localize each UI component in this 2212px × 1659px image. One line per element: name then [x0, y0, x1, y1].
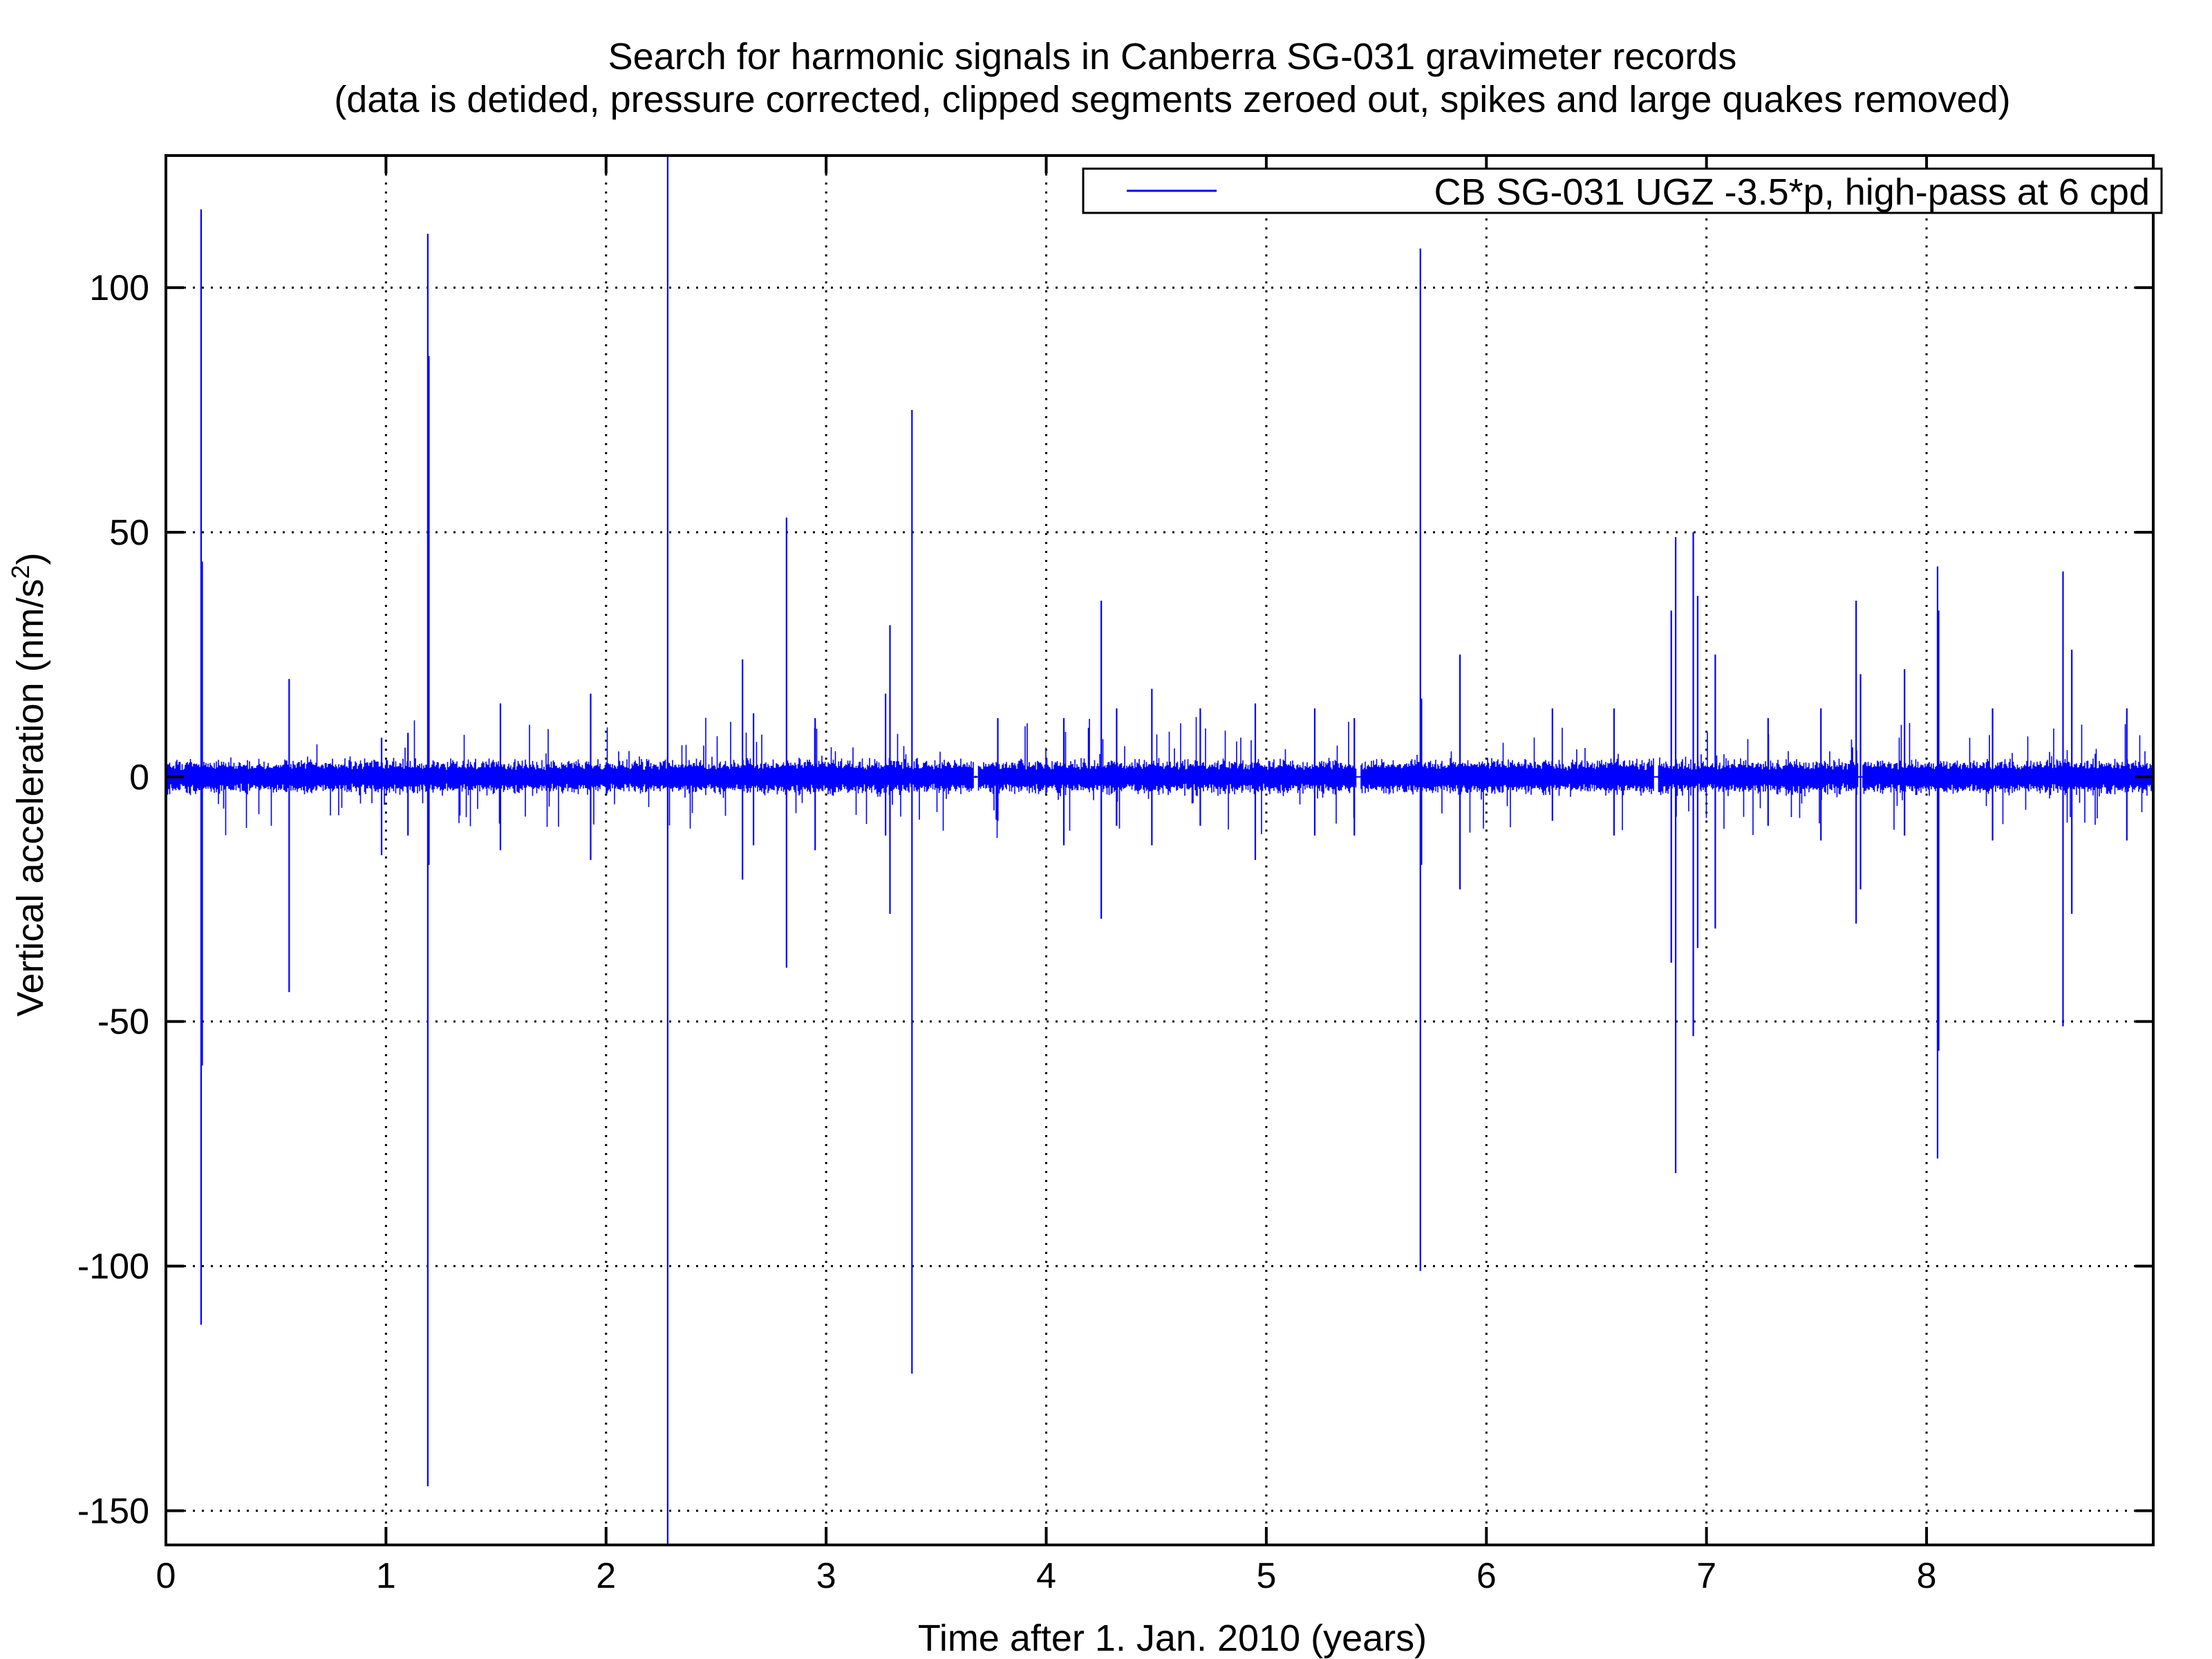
y-tick-label: 50: [109, 513, 149, 553]
y-tick-label: 0: [129, 758, 149, 798]
series-line: [166, 156, 2153, 1545]
y-tick-label: 100: [89, 268, 149, 308]
x-tick-label: 0: [156, 1556, 176, 1596]
x-tick-label: 8: [1917, 1556, 1937, 1596]
y-tick-label: -50: [97, 1002, 149, 1042]
x-tick-label: 1: [376, 1556, 396, 1596]
x-tick-label: 6: [1477, 1556, 1497, 1596]
x-tick-labels: 0 1 2 3 4 5 6 7 8: [156, 1556, 1937, 1596]
axis-ticks: [165, 156, 2153, 1545]
y-axis-label-suffix: ): [10, 552, 51, 565]
x-tick-label: 7: [1696, 1556, 1716, 1596]
legend-box: [1082, 167, 2163, 214]
x-tick-label: 5: [1256, 1556, 1276, 1596]
x-tick-label: 4: [1036, 1556, 1056, 1596]
plot-frame: [165, 154, 2155, 1546]
x-tick-label: 3: [816, 1556, 836, 1596]
y-tick-labels: -150 -100 -50 0 50 100: [77, 268, 149, 1531]
y-axis-label: Vertical acceleration (nm/s2): [6, 552, 51, 1016]
x-tick-label: 2: [596, 1556, 616, 1596]
y-axis-label-base: Vertical acceleration (nm/s: [10, 579, 51, 1016]
y-axis-label-superscript: 2: [6, 565, 35, 579]
y-tick-label: -150: [77, 1491, 149, 1531]
chart-title: Search for harmonic signals in Canberra …: [608, 36, 1737, 77]
chart-subtitle: (data is detided, pressure corrected, cl…: [334, 79, 2010, 120]
x-axis-label: Time after 1. Jan. 2010 (years): [918, 1618, 1427, 1659]
legend-label: CB SG-031 UGZ -3.5*p, high-pass at 6 cpd: [1434, 171, 2150, 213]
legend: CB SG-031 UGZ -3.5*p, high-pass at 6 cpd: [1082, 167, 2163, 214]
y-tick-label: -100: [77, 1247, 149, 1287]
